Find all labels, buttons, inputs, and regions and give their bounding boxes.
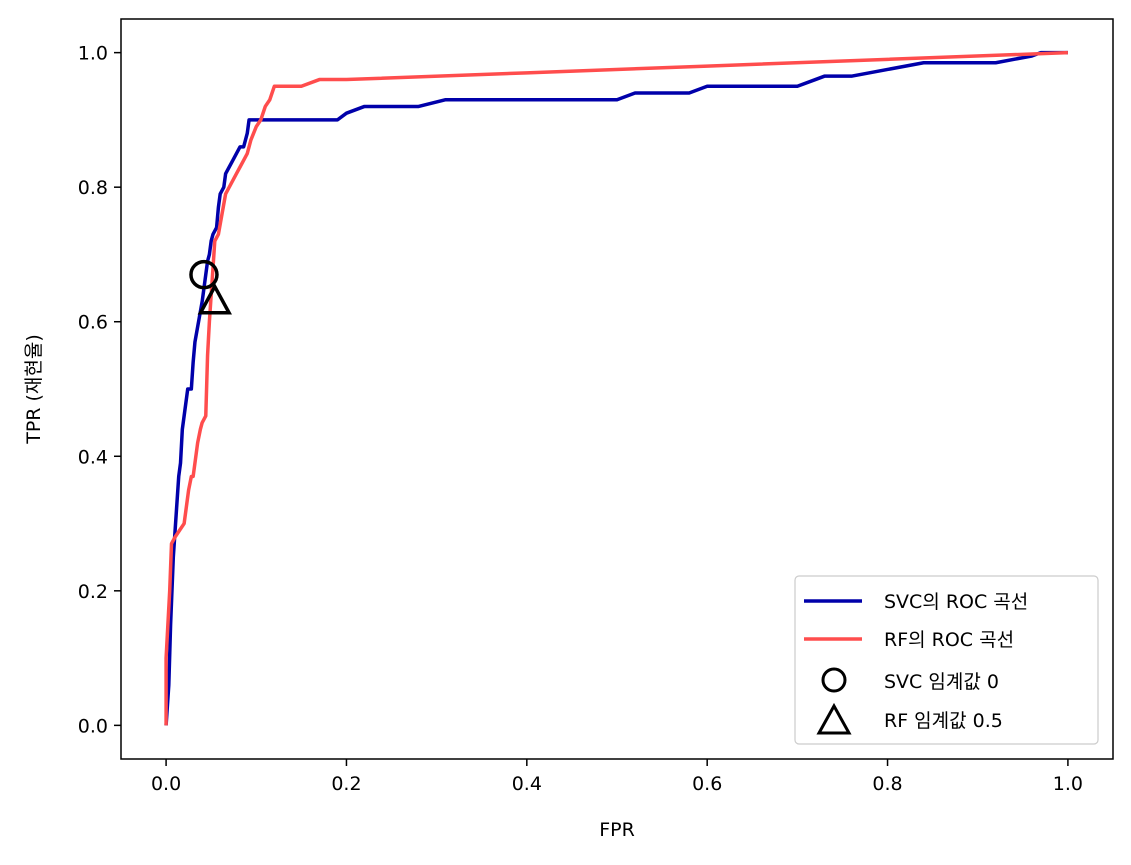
legend-svc-curve-label: SVC의 ROC 곡선: [884, 591, 1028, 613]
y-axis-label: TPR (재현율): [23, 334, 45, 445]
legend-box: [794, 575, 1099, 745]
rf-threshold-marker: [197, 282, 232, 315]
legend-rf-curve-label: RF의 ROC 곡선: [884, 629, 1014, 651]
y-tick-label: 0.6: [78, 312, 108, 334]
plot-frame: [120, 18, 1114, 760]
y-tick-label: 1.0: [78, 43, 108, 65]
x-tick-label: 0.6: [692, 773, 722, 795]
x-axis-ticks: 0.0 0.2 0.4 0.6 0.8 1.0: [151, 759, 1083, 795]
legend-rf-threshold-label: RF 임계값 0.5: [884, 710, 1003, 732]
x-tick-label: 0.8: [872, 773, 902, 795]
y-tick-label: 0.4: [78, 446, 108, 468]
x-tick-label: 1.0: [1053, 773, 1083, 795]
y-tick-label: 0.8: [78, 177, 108, 199]
marker-layer: [189, 259, 232, 315]
y-tick-label: 0.0: [78, 715, 108, 737]
x-tick-label: 0.0: [151, 773, 181, 795]
svc-roc-curve: [164, 50, 1068, 726]
rf-roc-curve: [164, 50, 1068, 726]
legend-svc-threshold-label: SVC 임계값 0: [884, 671, 999, 693]
x-tick-label: 0.4: [512, 773, 542, 795]
legend-triangle-marker-icon: [816, 702, 852, 735]
svc-threshold-marker: [189, 259, 219, 290]
legend: SVC의 ROC 곡선 RF의 ROC 곡선 SVC 임계값 0 RF 임계값 …: [794, 575, 1099, 745]
legend-circle-marker-icon: [821, 667, 847, 693]
y-tick-label: 0.2: [78, 581, 108, 603]
x-axis-label: FPR: [599, 819, 635, 841]
x-tick-label: 0.2: [331, 773, 361, 795]
y-axis-ticks: 0.0 0.2 0.4 0.6 0.8 1.0: [78, 43, 121, 737]
series-layer: [164, 50, 1068, 726]
